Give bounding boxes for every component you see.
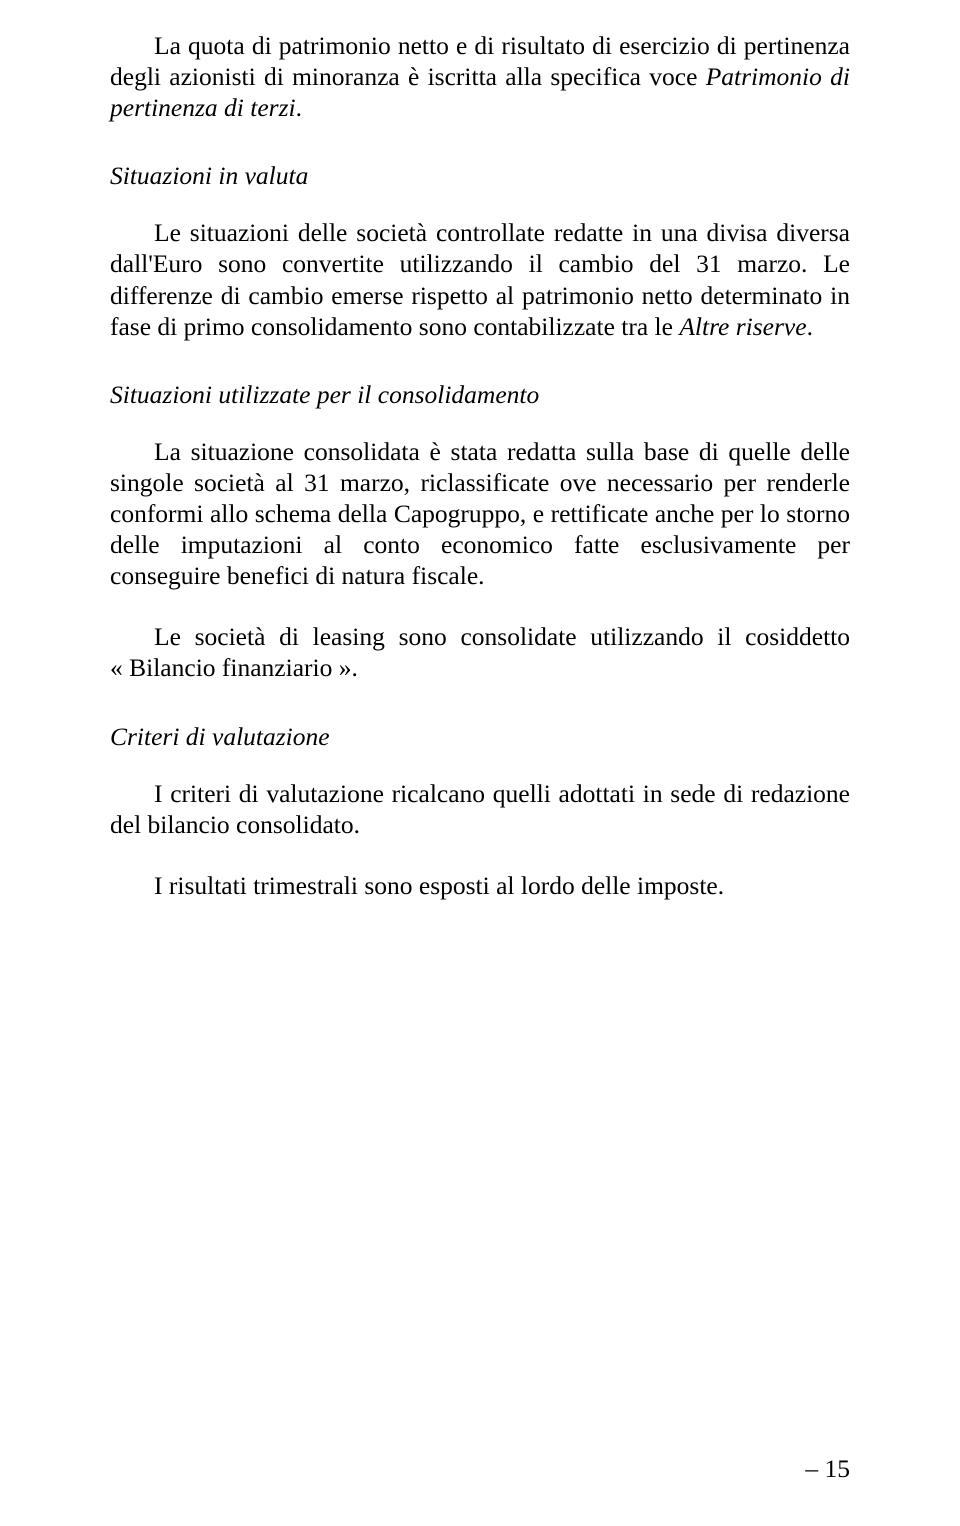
- page-number: – 15: [805, 1454, 850, 1484]
- section-heading-consolidamento: Situazioni utilizzate per il consolidame…: [110, 380, 850, 410]
- section-heading-criteri: Criteri di valutazione: [110, 722, 850, 752]
- paragraph-leasing: Le società di leasing sono consolidate u…: [110, 621, 850, 683]
- text-run: I criteri di valutazione ricalcano quell…: [110, 779, 850, 839]
- paragraph-risultati: I risultati trimestrali sono esposti al …: [110, 870, 850, 901]
- paragraph-intro: La quota di patrimonio netto e di risult…: [110, 30, 850, 123]
- text-run: I risultati trimestrali sono esposti al …: [154, 871, 724, 900]
- text-run: La situazione consolidata è stata redatt…: [110, 437, 850, 590]
- document-page: La quota di patrimonio netto e di risult…: [0, 0, 960, 1526]
- paragraph-criteri: I criteri di valutazione ricalcano quell…: [110, 778, 850, 840]
- text-run: Le società di leasing sono consolidate u…: [110, 622, 850, 682]
- text-run: .: [807, 312, 813, 341]
- text-run: .: [296, 93, 302, 122]
- section-heading-valuta: Situazioni in valuta: [110, 161, 850, 191]
- paragraph-valuta: Le situazioni delle società controllate …: [110, 217, 850, 341]
- italic-term: Altre riserve: [679, 312, 806, 341]
- paragraph-consolidata: La situazione consolidata è stata redatt…: [110, 436, 850, 592]
